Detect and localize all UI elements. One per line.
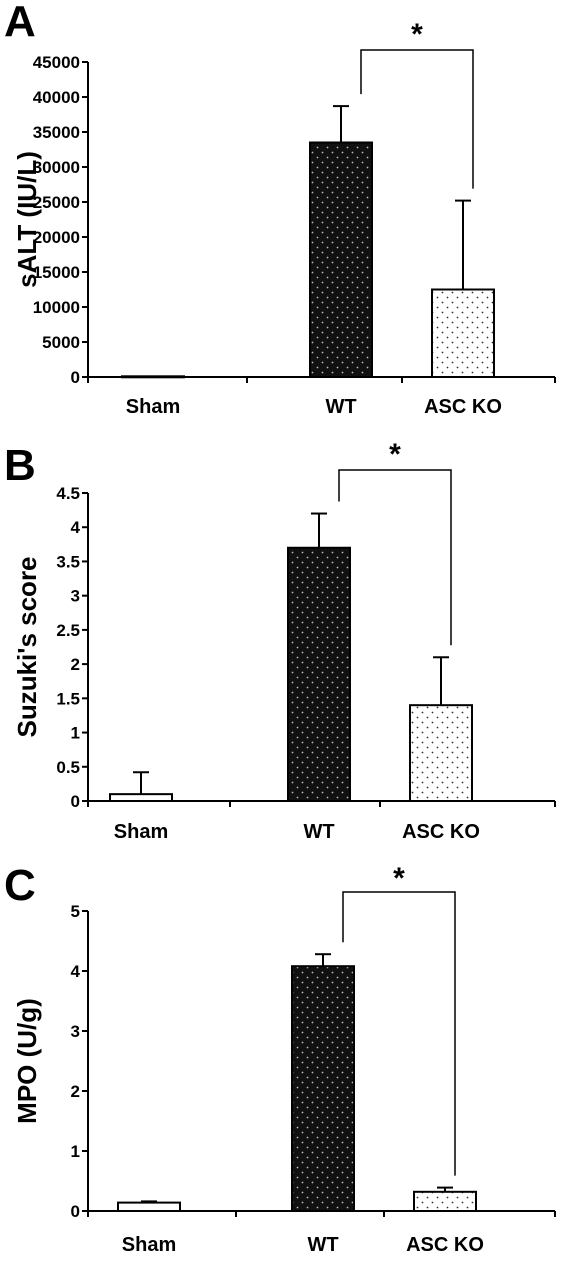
bar-sham bbox=[117, 1201, 181, 1212]
y-axis-label: sALT (IU/L) bbox=[12, 151, 42, 288]
panel-letter: B bbox=[4, 441, 36, 490]
y-tick-label: 0.5 bbox=[56, 758, 80, 777]
y-tick-label: 15000 bbox=[33, 263, 80, 282]
bar-asc-ko bbox=[413, 1190, 477, 1213]
y-tick-label: 2 bbox=[71, 655, 80, 674]
significance-bracket bbox=[360, 49, 474, 189]
panel-letter: C bbox=[4, 861, 36, 910]
x-tick-label: WT bbox=[303, 821, 334, 843]
y-tick-label: 2 bbox=[71, 1082, 80, 1101]
bar-wt bbox=[287, 546, 351, 802]
x-tick-label: Sham bbox=[114, 821, 168, 843]
y-tick-label: 4 bbox=[71, 518, 81, 537]
significance-bracket bbox=[342, 891, 456, 1176]
y-tick-label: 3.5 bbox=[56, 552, 80, 571]
y-axis-label: MPO (U/g) bbox=[12, 998, 42, 1124]
y-tick-label: 30000 bbox=[33, 158, 80, 177]
y-axis-label: Suzuki's score bbox=[12, 556, 42, 737]
y-tick-label: 4.5 bbox=[56, 484, 80, 503]
y-tick-label: 0 bbox=[71, 1202, 80, 1221]
bar-asc-ko bbox=[409, 704, 473, 803]
significance-star: * bbox=[393, 862, 405, 895]
significance-bracket bbox=[338, 469, 452, 646]
y-tick-label: 45000 bbox=[33, 53, 80, 72]
y-tick-label: 5 bbox=[71, 902, 80, 921]
y-tick-label: 40000 bbox=[33, 88, 80, 107]
y-tick-label: 35000 bbox=[33, 123, 80, 142]
chart-panel-c: C MPO (U/g) 0 1 2 3 4 5 Sham WT ASC KO * bbox=[4, 861, 556, 1256]
y-tick-label: 20000 bbox=[33, 228, 80, 247]
y-tick-label: 0 bbox=[71, 792, 80, 811]
x-tick-label: Sham bbox=[122, 1234, 176, 1256]
bar-wt bbox=[309, 141, 373, 378]
x-tick-label: Sham bbox=[126, 396, 180, 418]
bar-sham bbox=[121, 375, 185, 379]
y-tick-label: 5000 bbox=[42, 333, 80, 352]
chart-panel-b: B Suzuki's score 0 0.5 1 1.5 2 2.5 3 3.5 4 4.5 Sham W… bbox=[4, 438, 556, 843]
y-tick-label: 3 bbox=[71, 587, 80, 606]
y-tick-label: 4 bbox=[71, 962, 81, 981]
significance-star: * bbox=[411, 18, 423, 51]
x-tick-label: ASC KO bbox=[402, 821, 480, 843]
y-tick-label: 10000 bbox=[33, 298, 80, 317]
bar-wt bbox=[291, 965, 355, 1213]
y-tick-label: 1 bbox=[71, 724, 80, 743]
panel-letter: A bbox=[4, 0, 36, 46]
y-tick-label: 3 bbox=[71, 1022, 80, 1041]
y-tick-label: 25000 bbox=[33, 193, 80, 212]
y-tick-label: 2.5 bbox=[56, 621, 80, 640]
x-tick-label: ASC KO bbox=[424, 396, 502, 418]
x-tick-label: WT bbox=[307, 1234, 338, 1256]
y-tick-label: 1 bbox=[71, 1142, 80, 1161]
x-tick-label: WT bbox=[325, 396, 356, 418]
bar-asc-ko bbox=[431, 288, 495, 378]
x-tick-label: ASC KO bbox=[406, 1234, 484, 1256]
y-tick-label: 1.5 bbox=[56, 689, 80, 708]
bar-sham bbox=[109, 793, 173, 803]
y-tick-label: 0 bbox=[71, 368, 80, 387]
significance-star: * bbox=[389, 438, 401, 471]
